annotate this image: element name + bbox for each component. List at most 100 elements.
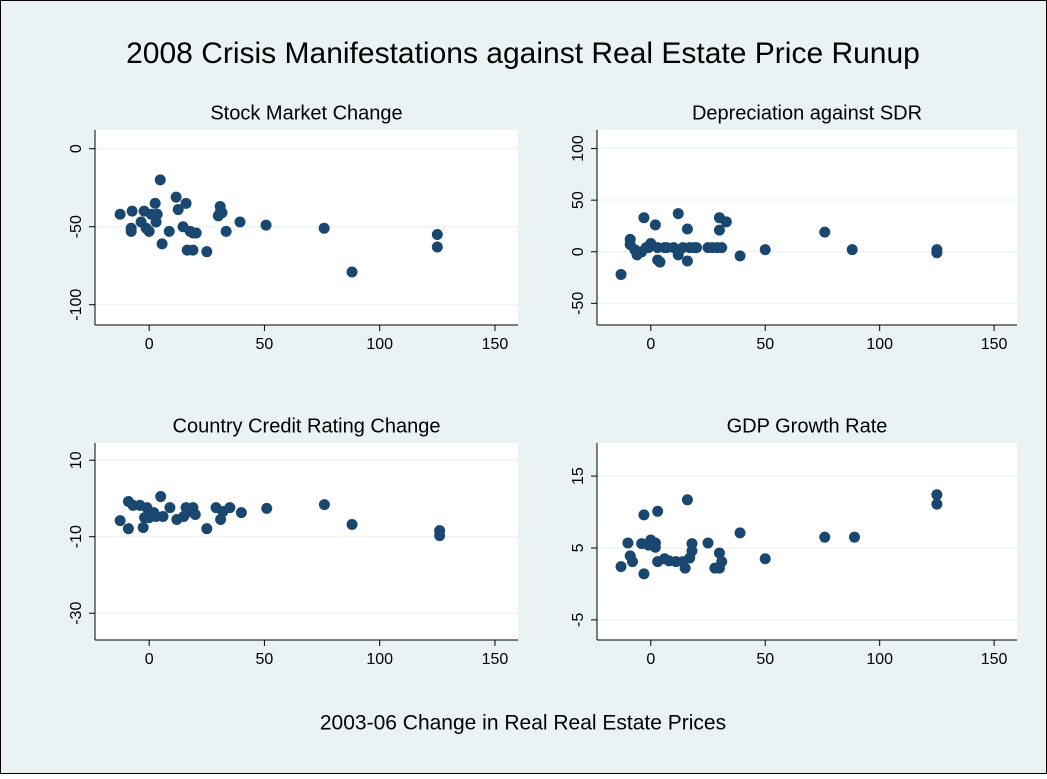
scatter-point	[149, 197, 161, 209]
scatter-point	[431, 241, 443, 253]
y-tick-label: 15	[570, 467, 587, 485]
scatter-point	[638, 568, 650, 580]
scatter-point	[224, 502, 236, 514]
x-tick-label: 0	[646, 651, 655, 668]
scatter-point	[615, 561, 627, 573]
scatter-point	[681, 494, 693, 506]
scatter-point	[346, 266, 358, 278]
panel-title: Country Credit Rating Change	[173, 415, 441, 437]
scatter-point	[154, 174, 166, 186]
scatter-point	[163, 225, 175, 237]
scatter-point	[318, 222, 330, 234]
scatter-point	[201, 523, 213, 535]
scatter-point	[164, 502, 176, 514]
scatter-point	[681, 223, 693, 235]
scatter-point	[126, 205, 138, 217]
y-tick-label: 50	[570, 191, 587, 209]
scatter-point	[157, 510, 169, 522]
scatter-point	[434, 530, 446, 542]
scatter-point	[615, 268, 627, 280]
scatter-point	[702, 537, 714, 549]
scatter-point	[716, 556, 728, 568]
scatter-point	[734, 250, 746, 262]
panel-title: GDP Growth Rate	[727, 415, 888, 437]
y-tick-label: 0	[68, 144, 85, 153]
scatter-point	[931, 489, 943, 501]
scatter-point	[261, 502, 273, 514]
scatter-point	[260, 219, 272, 231]
scatter-point	[201, 246, 213, 258]
panel-title: Stock Market Change	[210, 102, 402, 124]
scatter-point	[114, 515, 126, 527]
x-axis-label: 2003-06 Change in Real Real Estate Price…	[320, 712, 726, 735]
scatter-point	[672, 208, 684, 220]
x-tick-label: 100	[866, 651, 893, 668]
scatter-point	[137, 522, 149, 534]
scatter-point	[114, 208, 126, 220]
scatter-point	[686, 545, 698, 557]
scatter-point	[180, 197, 192, 209]
scatter-point	[716, 242, 728, 254]
figure-title: 2008 Crisis Manifestations against Real …	[126, 37, 920, 70]
scatter-point	[187, 244, 199, 256]
scatter-point	[346, 518, 358, 530]
y-tick-label: -5	[570, 613, 587, 627]
scatter-point	[713, 547, 725, 559]
x-tick-label: 150	[482, 336, 509, 353]
y-tick-label: -10	[68, 525, 85, 548]
scatter-point	[931, 498, 943, 510]
scatter-point	[125, 225, 137, 237]
plot-area	[95, 443, 518, 640]
y-tick-label: -50	[68, 215, 85, 238]
scatter-point	[848, 531, 860, 543]
x-tick-label: 50	[756, 651, 774, 668]
plot-area	[597, 130, 1017, 325]
scatter-point	[151, 208, 163, 220]
scatter-point	[679, 562, 691, 574]
y-tick-label: -100	[68, 289, 85, 321]
scatter-point	[638, 509, 650, 521]
scatter-point	[189, 509, 201, 521]
scatter-point	[234, 216, 246, 228]
panel-title: Depreciation against SDR	[692, 102, 922, 124]
x-tick-label: 100	[866, 336, 893, 353]
scatter-point	[431, 229, 443, 241]
scatter-point	[318, 499, 330, 511]
x-tick-label: 50	[756, 336, 774, 353]
scatter-point	[156, 238, 168, 250]
scatter-point	[155, 491, 167, 503]
scatter-point	[681, 255, 693, 267]
scatter-point	[759, 553, 771, 565]
scatter-point	[216, 207, 228, 219]
x-tick-label: 0	[646, 336, 655, 353]
scatter-point	[819, 226, 831, 238]
scatter-point	[649, 219, 661, 231]
scatter-point	[819, 531, 831, 543]
scatter-point	[170, 191, 182, 203]
scatter-point	[220, 225, 232, 237]
scatter-point	[720, 216, 732, 228]
x-tick-label: 150	[981, 651, 1008, 668]
scatter-point	[622, 537, 634, 549]
x-tick-label: 150	[981, 336, 1008, 353]
plot-area	[95, 130, 518, 325]
x-tick-label: 100	[366, 336, 393, 353]
x-tick-label: 50	[256, 651, 274, 668]
x-tick-label: 0	[145, 336, 154, 353]
x-tick-label: 150	[482, 651, 509, 668]
scatter-point	[638, 212, 650, 224]
scatter-point	[190, 227, 202, 239]
scatter-point	[759, 244, 771, 256]
scatter-point	[691, 242, 703, 254]
scatter-point	[235, 507, 247, 519]
scatter-point	[122, 523, 134, 535]
scatter-point	[626, 556, 638, 568]
scatter-point	[734, 527, 746, 539]
scatter-point	[649, 541, 661, 553]
scatter-point	[846, 244, 858, 256]
y-tick-label: 5	[570, 543, 587, 552]
scatter-point	[172, 204, 184, 216]
scatter-point	[654, 256, 666, 268]
